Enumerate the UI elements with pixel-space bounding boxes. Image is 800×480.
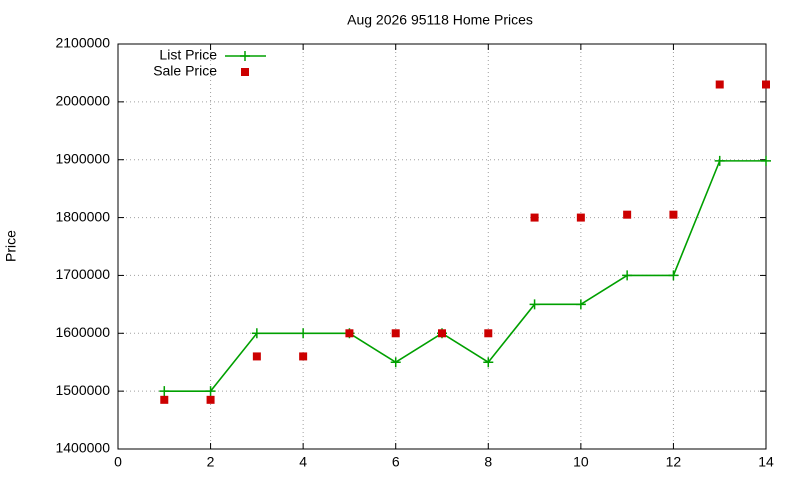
plot-border [117, 43, 767, 450]
marker [622, 270, 633, 281]
marker [576, 213, 585, 222]
marker [160, 395, 169, 404]
y-tick-label: 2000000 [55, 93, 110, 109]
marker [159, 386, 170, 397]
marker [530, 213, 539, 222]
marker [298, 328, 309, 339]
y-tick-label: 1500000 [55, 382, 110, 398]
marker [529, 299, 540, 310]
marker [345, 329, 354, 338]
marker [623, 210, 632, 219]
y-tick-label: 1700000 [55, 266, 110, 282]
x-tick-label: 2 [207, 454, 215, 470]
marker [761, 155, 771, 166]
legend-label: Sale Price [153, 63, 217, 79]
marker [390, 357, 401, 368]
x-tick-label: 0 [114, 454, 122, 470]
series-line [164, 160, 766, 392]
x-tick-label: 4 [299, 454, 307, 470]
marker [241, 68, 249, 76]
marker [251, 328, 262, 339]
y-tick-label: 1900000 [55, 150, 110, 166]
x-tick-label: 8 [484, 454, 492, 470]
marker [240, 51, 250, 61]
marker [299, 352, 308, 361]
marker [484, 329, 493, 338]
y-tick-label: 1400000 [55, 440, 110, 456]
marker [391, 329, 400, 338]
marker [205, 386, 216, 397]
marker [668, 270, 679, 281]
x-tick-label: 10 [573, 454, 589, 470]
x-tick-label: 6 [392, 454, 400, 470]
marker [438, 329, 446, 338]
marker [762, 80, 770, 89]
x-tick-label: 14 [758, 454, 774, 470]
x-tick-label: 12 [666, 454, 682, 470]
marker [252, 352, 261, 361]
marker [669, 210, 678, 219]
y-tick-label: 1800000 [55, 208, 110, 224]
y-tick-label: 2100000 [55, 35, 110, 51]
chart-title: Aug 2026 95118 Home Prices [347, 12, 533, 28]
marker [715, 80, 724, 89]
y-axis-label: Price [3, 230, 19, 262]
marker [483, 357, 494, 368]
y-tick-label: 1600000 [55, 324, 110, 340]
legend-label: List Price [159, 47, 217, 63]
marker [575, 299, 586, 310]
marker [714, 155, 725, 166]
marker [206, 395, 215, 404]
